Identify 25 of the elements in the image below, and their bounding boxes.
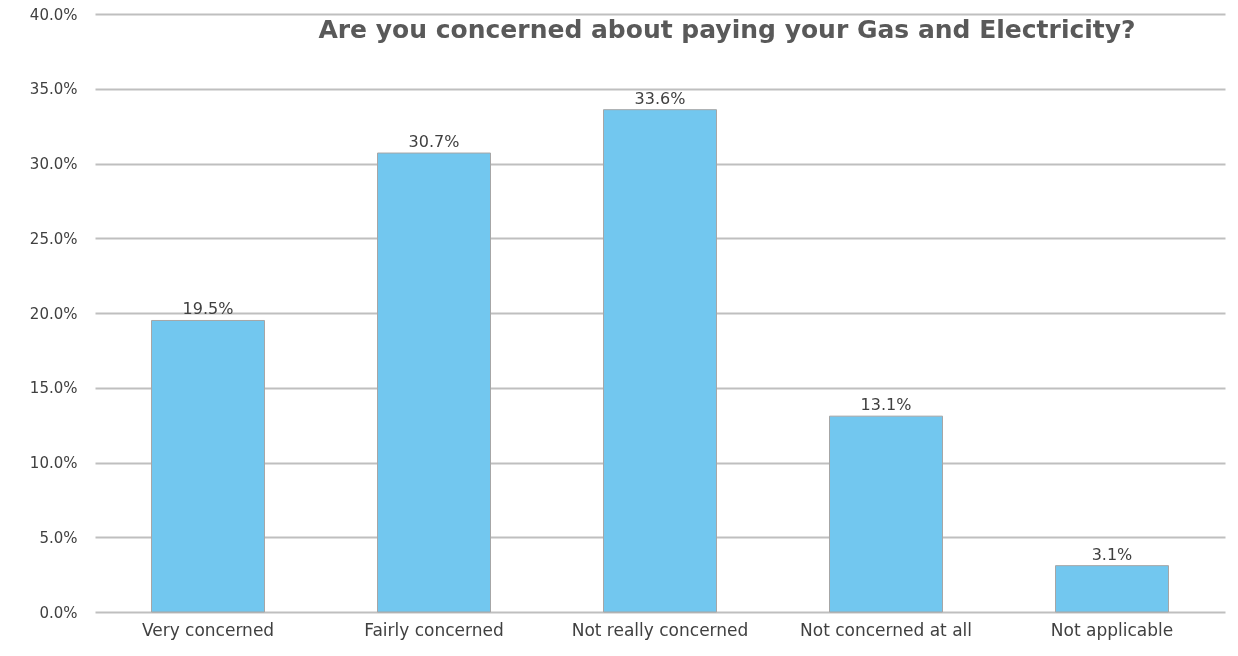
y-tick-label: 0.0% — [39, 603, 78, 622]
y-tick-label: 40.0% — [29, 5, 78, 24]
bar — [377, 152, 491, 613]
y-tick-label: 10.0% — [29, 454, 78, 472]
x-tick-label: Very concerned — [141, 619, 275, 640]
bar — [603, 109, 717, 613]
x-tick-label: Fairly concerned — [364, 619, 504, 640]
x-tick-label: Not applicable — [1050, 619, 1174, 640]
y-tick-label: 20.0% — [29, 304, 78, 323]
bar — [151, 319, 265, 613]
y-tick-label: 35.0% — [29, 80, 78, 99]
y-tick-label: 30.0% — [29, 155, 78, 173]
data-label: 30.7% — [408, 132, 460, 152]
bar — [1055, 565, 1169, 613]
data-label: 13.1% — [860, 395, 912, 415]
y-tick-label: 25.0% — [29, 229, 78, 248]
x-tick-label: Not really concerned — [571, 619, 749, 640]
bar — [829, 415, 943, 613]
chart-title: Are you concerned about paying your Gas and Electricity? — [318, 15, 1136, 44]
y-tick-label: 5.0% — [39, 528, 78, 547]
data-label: 19.5% — [182, 299, 234, 319]
y-tick-label: 15.0% — [29, 379, 78, 398]
data-label: 33.6% — [634, 88, 686, 108]
x-tick-label: Not concerned at all — [800, 619, 972, 640]
data-label: 3.1% — [1091, 544, 1133, 564]
